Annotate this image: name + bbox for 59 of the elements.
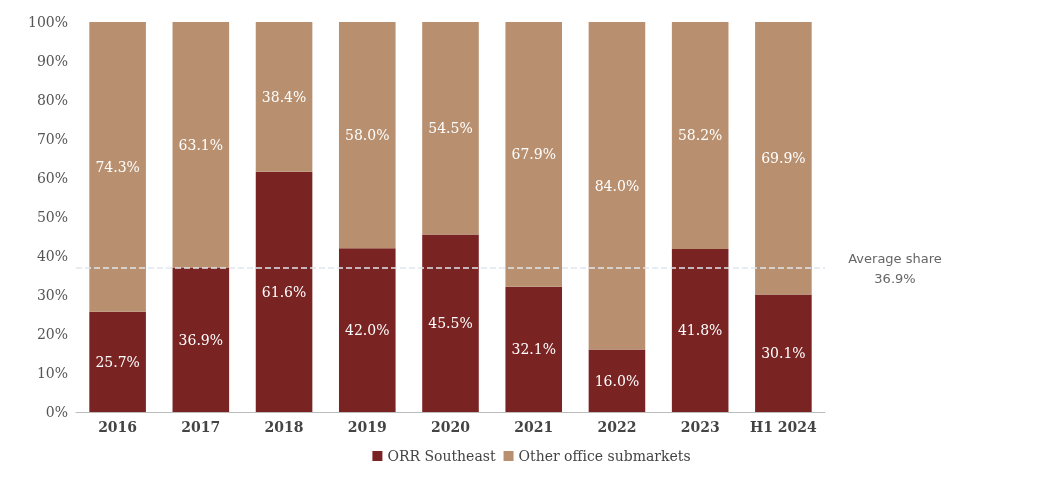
bar	[255, 22, 313, 172]
x-tick-label: 2023	[680, 419, 720, 435]
data-label: 63.1%	[178, 137, 224, 154]
data-label: 54.5%	[428, 120, 473, 137]
x-tick-label: 2022	[597, 419, 637, 435]
data-label: 32.1%	[511, 341, 556, 358]
bar	[172, 22, 230, 269]
data-label: 25.7%	[95, 353, 140, 370]
bar	[671, 248, 729, 412]
data-label: 41.8%	[677, 322, 723, 339]
y-tick-label: 50%	[36, 209, 68, 225]
bar	[422, 22, 479, 235]
data-label: 69.9%	[761, 150, 806, 167]
bar	[755, 294, 812, 412]
y-tick-label: 0%	[45, 404, 68, 420]
data-label: 58.0%	[345, 127, 390, 144]
x-tick-label: H1 2024	[749, 419, 818, 435]
data-label: 45.5%	[428, 315, 473, 332]
bar	[588, 22, 646, 350]
bar	[338, 22, 396, 249]
data-label: 58.2%	[677, 127, 723, 144]
bar	[89, 22, 146, 312]
bar	[89, 311, 146, 412]
bar	[588, 349, 646, 412]
data-label: 84.0%	[594, 177, 640, 194]
y-tick-label: 90%	[36, 53, 68, 69]
data-label: 30.1%	[761, 345, 806, 362]
bar	[422, 234, 479, 412]
bar	[505, 22, 563, 287]
y-tick-label: 10%	[36, 365, 68, 381]
bar	[505, 286, 563, 412]
x-tick-label: 2020	[431, 419, 471, 435]
y-tick-label: 30%	[36, 287, 68, 303]
x-tick-label: 2016	[98, 419, 138, 435]
bar	[671, 22, 729, 249]
data-label: 67.9%	[511, 146, 556, 163]
ref-line-label: Average share 36.9%	[848, 250, 942, 286]
bar	[755, 22, 812, 295]
data-label: 36.9%	[178, 332, 224, 349]
data-label: 74.3%	[95, 158, 140, 175]
legend-label: Other office submarkets	[518, 448, 691, 464]
data-label: 61.6%	[261, 283, 307, 300]
bar	[172, 268, 230, 412]
data-label: 42.0%	[345, 322, 390, 339]
bar	[255, 171, 313, 412]
legend-label: ORR Southeast	[387, 448, 496, 464]
y-tick-label: 100%	[27, 14, 68, 30]
y-tick-label: 70%	[36, 131, 68, 147]
x-tick-label: 2019	[347, 419, 387, 435]
data-label: 16.0%	[594, 372, 640, 389]
y-tick-label: 60%	[36, 170, 68, 186]
data-label: 38.4%	[261, 88, 307, 105]
x-tick-label: 2018	[264, 419, 304, 435]
x-tick-label: 2021	[514, 419, 554, 435]
y-tick-label: 80%	[36, 92, 68, 108]
y-tick-label: 20%	[36, 326, 68, 342]
y-tick-label: 40%	[36, 248, 68, 264]
x-tick-label: 2017	[181, 419, 221, 435]
bar	[338, 248, 396, 412]
